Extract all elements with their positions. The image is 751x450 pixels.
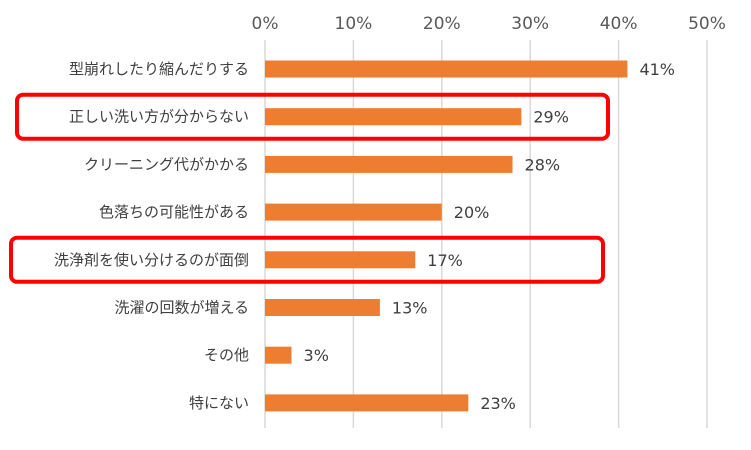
- highlight-box: [15, 92, 610, 141]
- category-labels: 型崩れしたり縮んだりする正しい洗い方が分からないクリーニング代がかかる色落ちの可…: [54, 60, 249, 412]
- highlight-box: [9, 235, 605, 284]
- bar: [265, 299, 380, 316]
- data-label: 13%: [392, 299, 428, 318]
- bar: [265, 60, 628, 78]
- bar: [265, 155, 513, 173]
- data-label: 17%: [427, 251, 463, 270]
- bars: [265, 60, 628, 412]
- bar: [265, 203, 442, 221]
- highlight-boxes: [9, 92, 610, 284]
- category-label: 特にない: [189, 394, 249, 412]
- x-tick-label: 40%: [600, 14, 638, 34]
- category-label: 型崩れしたり縮んだりする: [69, 60, 249, 78]
- bar: [265, 346, 292, 364]
- bar: [265, 108, 522, 126]
- x-tick-label: 20%: [423, 14, 461, 34]
- x-tick-label: 50%: [688, 14, 726, 34]
- data-label: 3%: [304, 346, 329, 365]
- category-label: その他: [204, 346, 249, 364]
- category-label: 正しい洗い方が分からない: [69, 108, 249, 126]
- value-labels: 41% 29% 28% 20% 17% 13% 3% 23%: [304, 60, 675, 413]
- data-label: 41%: [639, 60, 675, 79]
- x-tick-label: 10%: [335, 14, 373, 34]
- category-label: 洗濯の回数が増える: [114, 299, 249, 317]
- category-label: 色落ちの可能性がある: [99, 203, 249, 221]
- x-tick-label: 30%: [511, 14, 549, 34]
- data-label: 28%: [525, 155, 561, 174]
- category-label: クリーニング代がかかる: [84, 155, 249, 173]
- data-label: 29%: [533, 108, 569, 127]
- category-label: 洗浄剤を使い分けるのが面倒: [54, 251, 249, 269]
- data-label: 20%: [454, 203, 490, 222]
- bar: [265, 251, 416, 269]
- gridlines: [264, 40, 708, 428]
- x-axis-tick-labels: 0% 10% 20% 30% 40% 50%: [252, 14, 726, 34]
- bar: [265, 394, 469, 412]
- x-tick-label: 0%: [252, 14, 279, 34]
- data-label: 23%: [480, 394, 516, 413]
